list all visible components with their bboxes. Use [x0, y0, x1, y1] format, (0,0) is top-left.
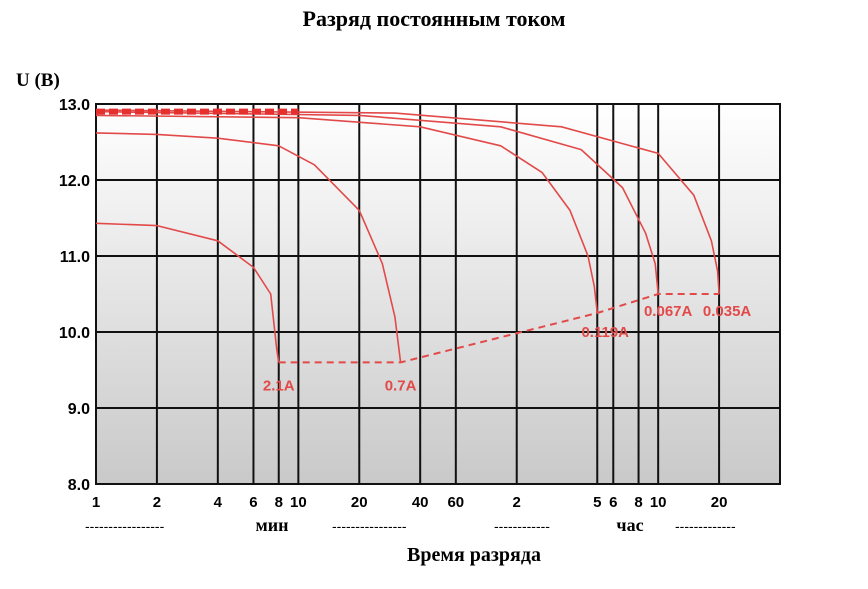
unit-dashes-1: ----------------- [85, 518, 165, 534]
x-tick-labels: 1 2 4 6 8 10 20 40 60 2 5 6 8 10 20 [92, 494, 728, 511]
x-tick-label: 6 [249, 494, 257, 511]
endpoint-dashed-line [278, 293, 720, 364]
y-tick-label: 10.0 [59, 325, 90, 342]
x-tick-label: 20 [351, 494, 368, 511]
series-line [95, 222, 280, 363]
series-curves [95, 109, 720, 363]
unit-dashes-3: ------------ [494, 518, 550, 534]
x-tick-label: 8 [634, 494, 642, 511]
x-tick-label: 1 [92, 494, 100, 511]
y-tick-label: 8.0 [68, 477, 90, 494]
x-tick-label: 8 [275, 494, 283, 511]
x-tick-label: 60 [447, 494, 464, 511]
series-line [95, 109, 720, 295]
unit-dashes-4: ------------- [675, 518, 736, 534]
series-line [95, 110, 659, 295]
series-label: 0.7A [385, 377, 417, 394]
series-line [95, 132, 402, 363]
x-gridlines [95, 104, 721, 484]
x-tick-label: 6 [609, 494, 617, 511]
x-tick-label: 40 [412, 494, 429, 511]
y-axis-label: U (B) [16, 70, 60, 91]
plot-area [95, 103, 781, 485]
x-tick-label: 20 [711, 494, 728, 511]
y-tick-label: 13.0 [59, 97, 90, 114]
x-tick-label: 2 [153, 494, 161, 511]
unit-dashes-2: ---------------- [332, 518, 407, 534]
x-tick-label: 10 [650, 494, 667, 511]
series-line [95, 114, 599, 314]
chart-title: Разряд постоянным током [303, 6, 566, 31]
series-label: 0.119A [581, 324, 629, 341]
y-tick-label: 9.0 [68, 401, 90, 418]
y-tick-label: 12.0 [59, 173, 90, 190]
series-label: 2.1A [263, 377, 295, 394]
y-tick-labels: 8.0 9.0 10.0 11.0 12.0 13.0 [59, 97, 90, 494]
x-tick-label: 5 [593, 494, 601, 511]
series-label: 0.035A [703, 303, 752, 320]
y-gridlines [96, 103, 780, 485]
unit-label-hour: час [616, 515, 643, 535]
x-tick-label: 4 [214, 494, 223, 511]
y-tick-label: 11.0 [60, 249, 90, 266]
unit-label-min: мин [255, 515, 288, 535]
x-tick-label: 10 [290, 494, 307, 511]
series-label: 0.067A [644, 303, 693, 320]
curve-labels: 2.1A 0.7A 0.119A 0.067A 0.035A [263, 303, 752, 394]
x-tick-label: 2 [513, 494, 521, 511]
x-axis-label: Время разряда [407, 544, 541, 566]
